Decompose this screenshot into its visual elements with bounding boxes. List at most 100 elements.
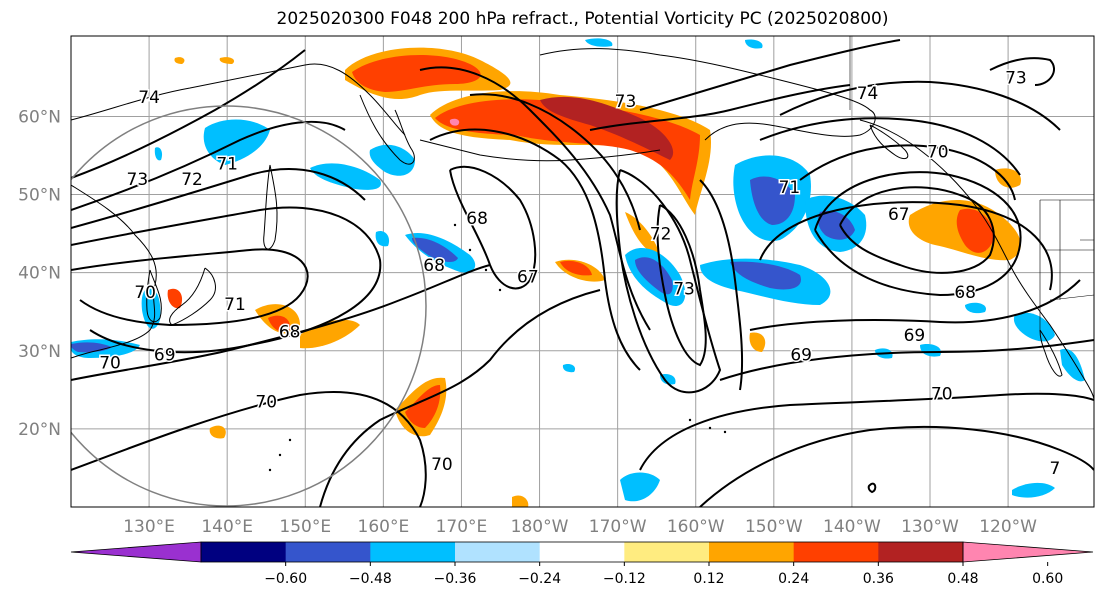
lat-label: 20°N	[18, 420, 61, 440]
island-dot	[268, 468, 272, 472]
colorbar-extend-high	[962, 541, 1094, 563]
pv-positive-patch	[540, 96, 674, 160]
lon-label: 120°W	[979, 517, 1037, 537]
lon-label: 140°W	[823, 517, 881, 537]
contour-line	[759, 201, 1053, 291]
colorbar-tick-label: 0.60	[1032, 571, 1064, 587]
colorbar-tick-label: −0.24	[518, 571, 562, 587]
pv-negative-patch	[412, 237, 458, 262]
colorbar-tick-label: 0.48	[947, 571, 979, 587]
pv-negative-patch	[730, 261, 801, 290]
contour-line	[639, 39, 901, 111]
reference-circle	[71, 105, 427, 507]
contour-line	[419, 66, 651, 331]
lon-label: 150°E	[279, 517, 331, 537]
pv-negative-patch	[562, 363, 576, 373]
colorbar-tick-label: −0.12	[602, 571, 646, 587]
longitude-labels: 130°E 140°E 150°E 160°E 170°E 180°W 170°W 160°W…	[123, 517, 1037, 537]
island-dot	[723, 430, 727, 434]
coastline-na-west	[859, 119, 1094, 401]
contour-label: 70	[431, 455, 453, 475]
colorbar-extend-low	[70, 541, 202, 563]
pv-positive-patch	[167, 288, 183, 309]
coastline-baja	[1039, 329, 1063, 377]
pv-positive-patch	[219, 57, 235, 64]
lon-label: 160°W	[667, 517, 725, 537]
contour-line	[656, 204, 707, 367]
colorbar-swatch	[624, 542, 710, 562]
contour-label: 68	[954, 283, 976, 303]
island-dot	[688, 418, 692, 422]
contour-line	[779, 80, 1061, 131]
contour-line	[814, 171, 1022, 297]
contour-line	[429, 128, 641, 371]
contour-label: 67	[888, 205, 910, 225]
pv-positive-patch	[995, 168, 1021, 188]
pv-positive-patch	[512, 495, 529, 507]
border-us-mexico	[1049, 294, 1094, 301]
pv-negative-patch	[310, 163, 381, 190]
lon-label: 170°W	[589, 517, 647, 537]
contour-label: 70	[134, 283, 156, 303]
colorbar	[70, 541, 1094, 566]
contour-label: 68	[466, 209, 488, 229]
contour-label: 74	[857, 84, 879, 104]
contour-line	[749, 279, 1081, 331]
pv-negative-patch	[920, 344, 941, 357]
coastline-korea	[146, 269, 162, 323]
coastline-canada-islands	[869, 124, 909, 160]
contour-line	[71, 391, 427, 507]
contour-line	[839, 186, 995, 274]
lat-label: 40°N	[18, 264, 61, 284]
colorbar-swatch	[793, 542, 879, 562]
island-dot	[453, 223, 457, 227]
contour-line	[71, 248, 309, 327]
pv-negative-patch	[745, 39, 763, 49]
contour-label: 71	[224, 295, 246, 315]
pv-negative-patch	[1012, 482, 1055, 498]
lon-label: 150°W	[745, 517, 803, 537]
coastline-asia-east	[71, 184, 157, 359]
lon-label: 130°W	[901, 517, 959, 537]
contour-label: 70	[927, 143, 949, 163]
coastline-siberia	[71, 63, 406, 136]
colorbar-swatch	[539, 542, 625, 562]
pv-positive-patch	[560, 260, 592, 276]
contour-line	[699, 425, 1094, 507]
contour-labels: 74 73 72 71 70 71 68 69 70 70 70 68 68 67 72 73 73 74 70 71…	[98, 67, 1062, 481]
colorbar-tick-label: 0.36	[862, 571, 894, 587]
colorbar-swatch	[285, 542, 371, 562]
contour-line	[469, 93, 641, 231]
contour-line	[989, 57, 1055, 86]
contour-label: 69	[904, 326, 926, 346]
pv-positive-patch	[625, 212, 660, 255]
height-contours	[71, 39, 1094, 507]
contour-line	[71, 168, 366, 229]
contour-label: 69	[154, 346, 176, 366]
contour-line	[799, 144, 1016, 201]
pv-negative-patch	[1013, 312, 1055, 342]
contour-label: 67	[517, 268, 539, 288]
contour-label: 73	[615, 92, 637, 112]
contour-label: 70	[255, 393, 277, 413]
contour-line	[615, 169, 722, 394]
contour-label: 70	[99, 353, 121, 373]
contour-line	[699, 179, 744, 391]
pv-negative-patch	[154, 147, 163, 161]
contour-label: 71	[216, 154, 238, 174]
contour-line	[639, 392, 1094, 471]
colorbar-tick-label: −0.60	[264, 571, 308, 587]
colorbar-swatch	[455, 542, 541, 562]
pv-negative-patch	[620, 472, 660, 502]
colorbar-swatch	[370, 542, 456, 562]
colorbar-tick-label: −0.36	[433, 571, 477, 587]
colorbar-swatch	[709, 542, 795, 562]
pv-positive-patch	[174, 57, 185, 64]
islands	[268, 223, 727, 472]
colorbar-tick-label: 0.24	[778, 571, 810, 587]
pv-negative-patch	[660, 374, 676, 385]
contour-label: 68	[423, 256, 445, 276]
contour-line	[71, 49, 306, 179]
pv-negative-patch	[965, 302, 986, 314]
